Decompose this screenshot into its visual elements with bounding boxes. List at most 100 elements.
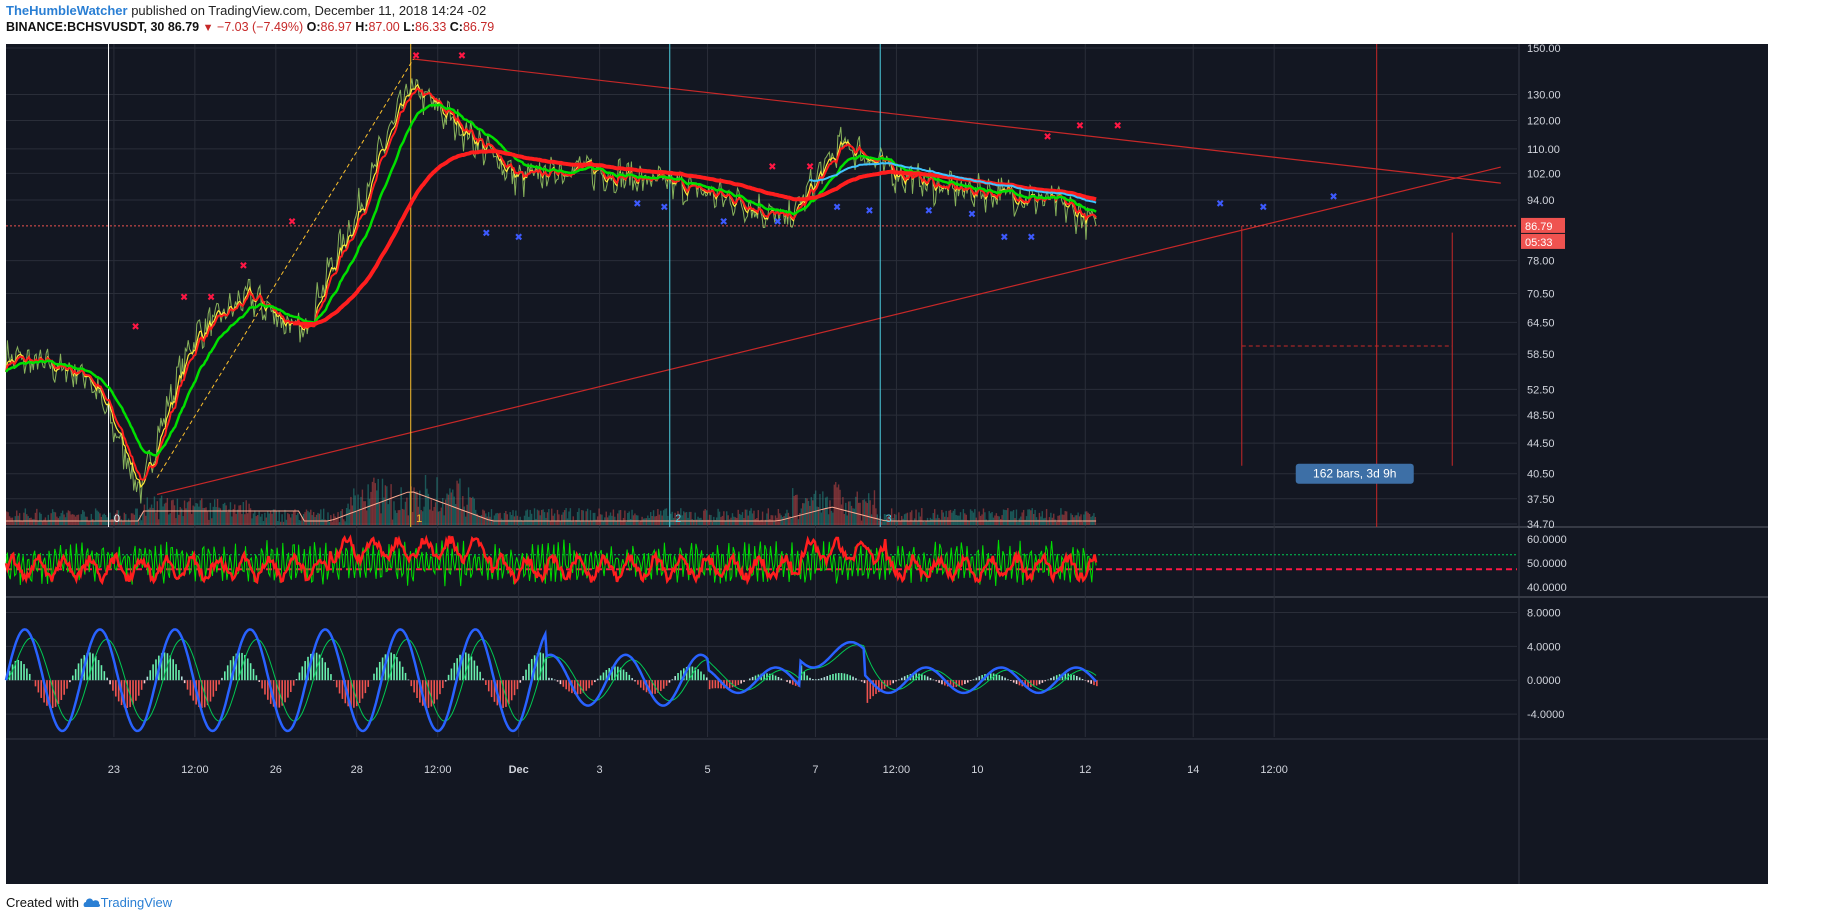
symbol-info: BINANCE:BCHSVUSDT, 30 86.79 ▼ −7.03 (−7.… bbox=[6, 20, 494, 34]
volume-bar bbox=[241, 514, 243, 525]
volume-bar bbox=[1022, 509, 1025, 525]
volume-bar bbox=[704, 509, 706, 525]
last-price: 86.79 bbox=[164, 20, 203, 34]
macd-histogram-bar bbox=[688, 666, 691, 681]
volume-bar bbox=[648, 518, 650, 525]
volume-bar bbox=[159, 498, 161, 525]
macd-histogram-bar bbox=[766, 673, 768, 681]
volume-bar bbox=[218, 507, 220, 525]
volume-bar bbox=[318, 513, 321, 525]
price-axis-tick-label: 70.50 bbox=[1527, 289, 1555, 301]
volume-bar bbox=[533, 508, 536, 525]
x-axis-tick-label: 28 bbox=[351, 764, 363, 776]
volume-bar bbox=[530, 513, 533, 525]
volume-bar bbox=[754, 518, 757, 525]
axes: 23 12:00 26 28 12:00 Dec 3 5 7 12:00 10 12 14 12:0015… bbox=[108, 43, 1567, 776]
volume-bar bbox=[757, 510, 759, 525]
author-link[interactable]: TheHumbleWatcher bbox=[6, 3, 128, 18]
last-price-badge: 86.79 bbox=[1525, 221, 1553, 233]
volume-bar bbox=[723, 511, 725, 525]
macd-signal-line bbox=[5, 637, 1097, 722]
volume-bar bbox=[99, 513, 101, 525]
volume-bar bbox=[497, 513, 500, 525]
down-arrow-icon: ▼ bbox=[202, 22, 214, 34]
volume-bar bbox=[540, 509, 543, 525]
macd-histogram-bar bbox=[333, 680, 335, 681]
macd-histogram-bar bbox=[855, 678, 857, 681]
volume-bar bbox=[764, 519, 767, 525]
volume-bar bbox=[961, 519, 963, 525]
volume-bar bbox=[1043, 518, 1045, 525]
macd-histogram-bar bbox=[258, 680, 261, 682]
volume-bar bbox=[289, 517, 292, 525]
sell-signal-marker: ✖ bbox=[412, 51, 420, 62]
price-axis-tick-label: 102.00 bbox=[1527, 168, 1561, 180]
volume-bar bbox=[147, 509, 150, 525]
macd-histogram-bar bbox=[1007, 679, 1009, 681]
x-axis-tick-label: 12 bbox=[1079, 764, 1091, 776]
open-label: O: bbox=[303, 20, 321, 34]
volume-bar bbox=[69, 511, 71, 525]
volume-bar bbox=[558, 514, 560, 525]
tradingview-brand[interactable]: TradingView bbox=[100, 895, 173, 910]
volume-bar bbox=[766, 513, 768, 525]
x-axis-tick-label: 14 bbox=[1187, 764, 1199, 776]
volume-bar bbox=[267, 510, 269, 525]
volume-bar bbox=[18, 513, 21, 525]
macd-histogram-bar bbox=[226, 665, 229, 681]
volume-bar bbox=[925, 520, 927, 525]
volume-bar bbox=[660, 510, 662, 525]
volume-bar bbox=[1063, 514, 1065, 525]
volume-bar bbox=[397, 510, 399, 525]
volume-bar bbox=[615, 520, 617, 525]
volume-bar bbox=[631, 509, 633, 525]
volume-bar bbox=[923, 521, 926, 525]
volume-bar bbox=[431, 510, 434, 525]
volume-bar bbox=[1071, 514, 1074, 525]
macd-histogram-bar bbox=[246, 658, 249, 681]
volume-bar bbox=[584, 521, 586, 525]
macd-histogram-bar bbox=[330, 674, 332, 681]
volume-bar bbox=[261, 514, 263, 525]
macd-histogram-bar bbox=[769, 673, 771, 681]
volume-bar bbox=[33, 518, 35, 525]
macd-histogram-bar bbox=[743, 680, 745, 682]
volume-bar bbox=[142, 512, 144, 525]
macd-axis-tick-label: 8.0000 bbox=[1527, 607, 1561, 619]
volume-bar bbox=[71, 514, 74, 525]
x-axis-tick-label: 12:00 bbox=[424, 764, 452, 776]
volume-bar bbox=[984, 512, 986, 525]
macd-histogram-bar bbox=[912, 673, 915, 681]
macd-histogram-bar bbox=[361, 680, 364, 699]
macd-histogram-bar bbox=[387, 652, 390, 681]
volume-bar bbox=[987, 521, 989, 525]
volume-bar bbox=[999, 518, 1002, 525]
volume-bar bbox=[896, 520, 899, 525]
macd-histogram-bar bbox=[835, 673, 837, 681]
volume-bar bbox=[746, 509, 748, 525]
wave-label: 3 bbox=[886, 513, 892, 525]
volume-bar bbox=[863, 499, 866, 525]
macd-histogram-bar bbox=[427, 680, 430, 708]
rsi-axis-tick-label: 60.0000 bbox=[1527, 534, 1567, 546]
volume-bar bbox=[657, 508, 659, 525]
volume-bar bbox=[172, 499, 174, 525]
volume-bar bbox=[443, 515, 445, 525]
macd-histogram-bar bbox=[771, 674, 774, 681]
volume-bar bbox=[680, 508, 682, 525]
volume-bar bbox=[185, 508, 187, 525]
volume-bar bbox=[423, 506, 425, 525]
macd-histogram-bar bbox=[264, 680, 266, 695]
macd-histogram-bar bbox=[619, 667, 622, 681]
volume-bar bbox=[236, 509, 239, 525]
volume-bar bbox=[538, 510, 540, 525]
chart-canvas[interactable]: ✖ ✖✖✖✖✖✖✖ ✖✖ ✖✖✖ ✖✖ ✖✖ ✖✖ ✖ ✖ ✖✖ ✖✖ ✖✖ 23 12:00 26 28 1… bbox=[0, 42, 1828, 888]
macd-histogram-bar bbox=[792, 680, 794, 685]
volume-bar bbox=[495, 513, 497, 525]
volume-bar bbox=[407, 515, 410, 525]
volume-bar bbox=[331, 521, 333, 525]
volume-bar bbox=[786, 509, 788, 525]
volume-bar bbox=[515, 510, 517, 525]
macd-histogram-bar bbox=[155, 659, 157, 681]
chart-labels: 0 1 2 3 86.79 05:33 162 bars, 3d 9h bbox=[114, 217, 1565, 525]
